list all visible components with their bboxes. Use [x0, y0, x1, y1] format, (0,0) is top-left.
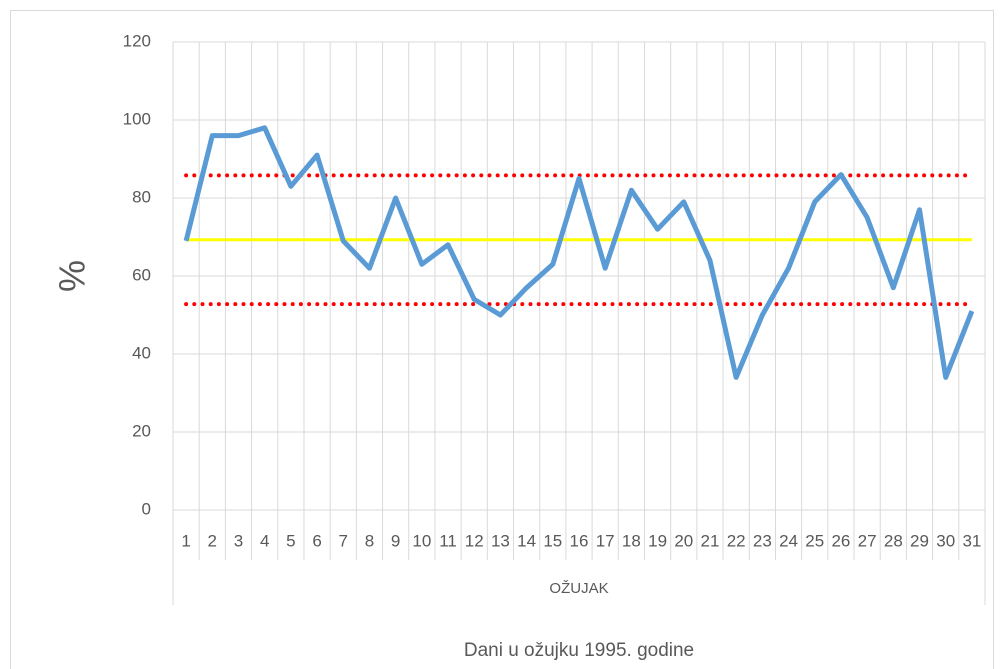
x-tick-label: 17 [596, 531, 615, 550]
category-group-label: OŽUJAK [549, 580, 608, 597]
x-tick-label: 1 [181, 531, 190, 550]
x-tick-label: 29 [910, 531, 929, 550]
x-tick-label: 5 [286, 531, 295, 550]
x-tick-label: 19 [648, 531, 667, 550]
chart-frame [10, 10, 994, 669]
y-tick-label: 120 [123, 31, 151, 50]
x-tick-label: 31 [962, 531, 981, 550]
x-tick-label: 16 [570, 531, 589, 550]
x-tick-label: 30 [936, 531, 955, 550]
x-tick-label: 20 [674, 531, 693, 550]
y-tick-label: 0 [142, 499, 151, 518]
x-tick-label: 22 [727, 531, 746, 550]
x-axis-label: Dani u ožujku 1995. godine [464, 640, 694, 661]
x-tick-label: 24 [779, 531, 798, 550]
x-tick-label: 21 [701, 531, 720, 550]
x-tick-label: 28 [884, 531, 903, 550]
x-tick-label: 9 [391, 531, 400, 550]
x-tick-label: 15 [543, 531, 562, 550]
x-tick-label: 18 [622, 531, 641, 550]
x-tick-label: 12 [465, 531, 484, 550]
x-tick-label: 23 [753, 531, 772, 550]
y-tick-label: 60 [132, 265, 151, 284]
x-tick-label: 11 [439, 531, 457, 550]
x-tick-label: 7 [339, 531, 348, 550]
x-tick-label: 13 [491, 531, 510, 550]
x-tick-label: 27 [858, 531, 877, 550]
x-tick-label: 14 [517, 531, 536, 550]
x-tick-label: 25 [805, 531, 824, 550]
x-tick-label: 3 [234, 531, 243, 550]
x-tick-label: 26 [831, 531, 850, 550]
x-tick-label: 4 [260, 531, 269, 550]
y-tick-label: 80 [132, 187, 151, 206]
series-line [183, 125, 975, 380]
x-tick-label: 6 [312, 531, 321, 550]
y-tick-label: 100 [123, 109, 151, 128]
x-tick-label: 8 [365, 531, 374, 550]
y-axis-label: % [52, 260, 93, 292]
x-tick-label: 10 [412, 531, 431, 550]
x-tick-label: 2 [208, 531, 217, 550]
y-tick-label: 40 [132, 343, 151, 362]
y-tick-label: 20 [132, 421, 151, 440]
